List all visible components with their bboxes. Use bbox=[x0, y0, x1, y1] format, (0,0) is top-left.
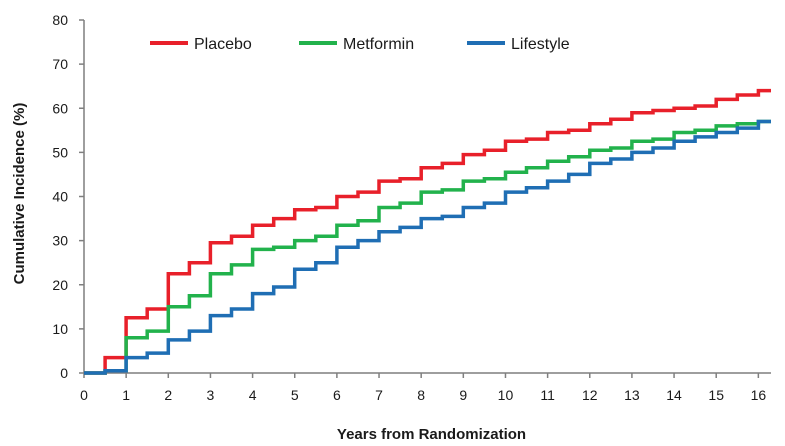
x-tick-label: 5 bbox=[291, 387, 299, 403]
x-tick-label: 12 bbox=[582, 387, 598, 403]
y-axis-ticks: 0 10 20 30 40 50 60 70 80 bbox=[52, 12, 84, 381]
y-tick-label: 80 bbox=[52, 12, 68, 28]
x-axis-title: Years from Randomization bbox=[337, 426, 526, 443]
legend: Placebo Metformin Lifestyle bbox=[150, 36, 570, 53]
legend-label-lifestyle: Lifestyle bbox=[511, 36, 570, 53]
y-tick-label: 30 bbox=[52, 233, 68, 249]
x-tick-label: 14 bbox=[666, 387, 682, 403]
x-tick-label: 3 bbox=[207, 387, 215, 403]
y-tick-label: 0 bbox=[60, 365, 68, 381]
x-tick-label: 8 bbox=[417, 387, 425, 403]
axes bbox=[83, 20, 771, 374]
x-tick-label: 9 bbox=[459, 387, 467, 403]
x-tick-label: 16 bbox=[751, 387, 767, 403]
x-axis-ticks: 0 1 2 3 4 5 6 7 8 9 10 11 12 13 14 15 16 bbox=[80, 373, 766, 403]
y-axis-title: Cumulative Incidence (%) bbox=[11, 103, 28, 285]
x-tick-label: 11 bbox=[540, 387, 555, 403]
legend-label-placebo: Placebo bbox=[194, 36, 252, 53]
x-tick-label: 2 bbox=[164, 387, 172, 403]
series-line-placebo bbox=[84, 88, 771, 375]
x-tick-label: 15 bbox=[708, 387, 724, 403]
series-line-lifestyle bbox=[84, 119, 771, 375]
x-tick-label: 7 bbox=[375, 387, 383, 403]
y-tick-label: 70 bbox=[52, 56, 68, 72]
y-tick-label: 40 bbox=[52, 189, 68, 205]
y-tick-label: 20 bbox=[52, 277, 68, 293]
y-tick-label: 50 bbox=[52, 144, 68, 160]
x-tick-label: 13 bbox=[624, 387, 640, 403]
x-tick-label: 0 bbox=[80, 387, 88, 403]
series-layer bbox=[84, 88, 771, 375]
y-tick-label: 10 bbox=[52, 321, 68, 337]
legend-label-metformin: Metformin bbox=[343, 36, 414, 53]
x-tick-label: 10 bbox=[498, 387, 514, 403]
series-line-metformin bbox=[84, 119, 771, 375]
y-tick-label: 60 bbox=[52, 100, 68, 116]
x-tick-label: 4 bbox=[249, 387, 257, 403]
x-tick-label: 1 bbox=[122, 387, 130, 403]
x-tick-label: 6 bbox=[333, 387, 341, 403]
